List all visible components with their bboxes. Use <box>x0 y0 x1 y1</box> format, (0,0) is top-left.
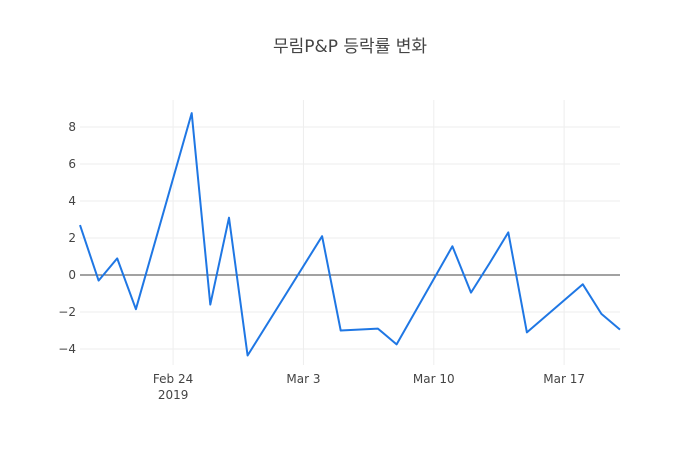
y-tick-label: 2 <box>68 231 76 245</box>
y-tick-label: −2 <box>58 305 76 319</box>
x-tick-label: Mar 17 <box>543 372 585 386</box>
y-axis-ticks: 8 6 4 2 0 −2 −4 <box>58 120 76 356</box>
grid-lines <box>80 100 620 365</box>
x-tick-label: Mar 10 <box>413 372 455 386</box>
x-tick-label: Mar 3 <box>286 372 320 386</box>
y-tick-label: −4 <box>58 342 76 356</box>
chart-title: 무림P&P 등락률 변화 <box>272 37 428 57</box>
x-tick-year-label: 2019 <box>158 388 189 402</box>
y-tick-label: 6 <box>68 157 76 171</box>
y-tick-label: 4 <box>68 194 76 208</box>
y-tick-label: 8 <box>68 120 76 134</box>
series-line <box>79 112 621 357</box>
x-axis-ticks: Feb 24 2019 Mar 3 Mar 10 Mar 17 <box>153 372 585 402</box>
y-tick-label: 0 <box>68 268 76 282</box>
x-tick-label: Feb 24 <box>153 372 193 386</box>
